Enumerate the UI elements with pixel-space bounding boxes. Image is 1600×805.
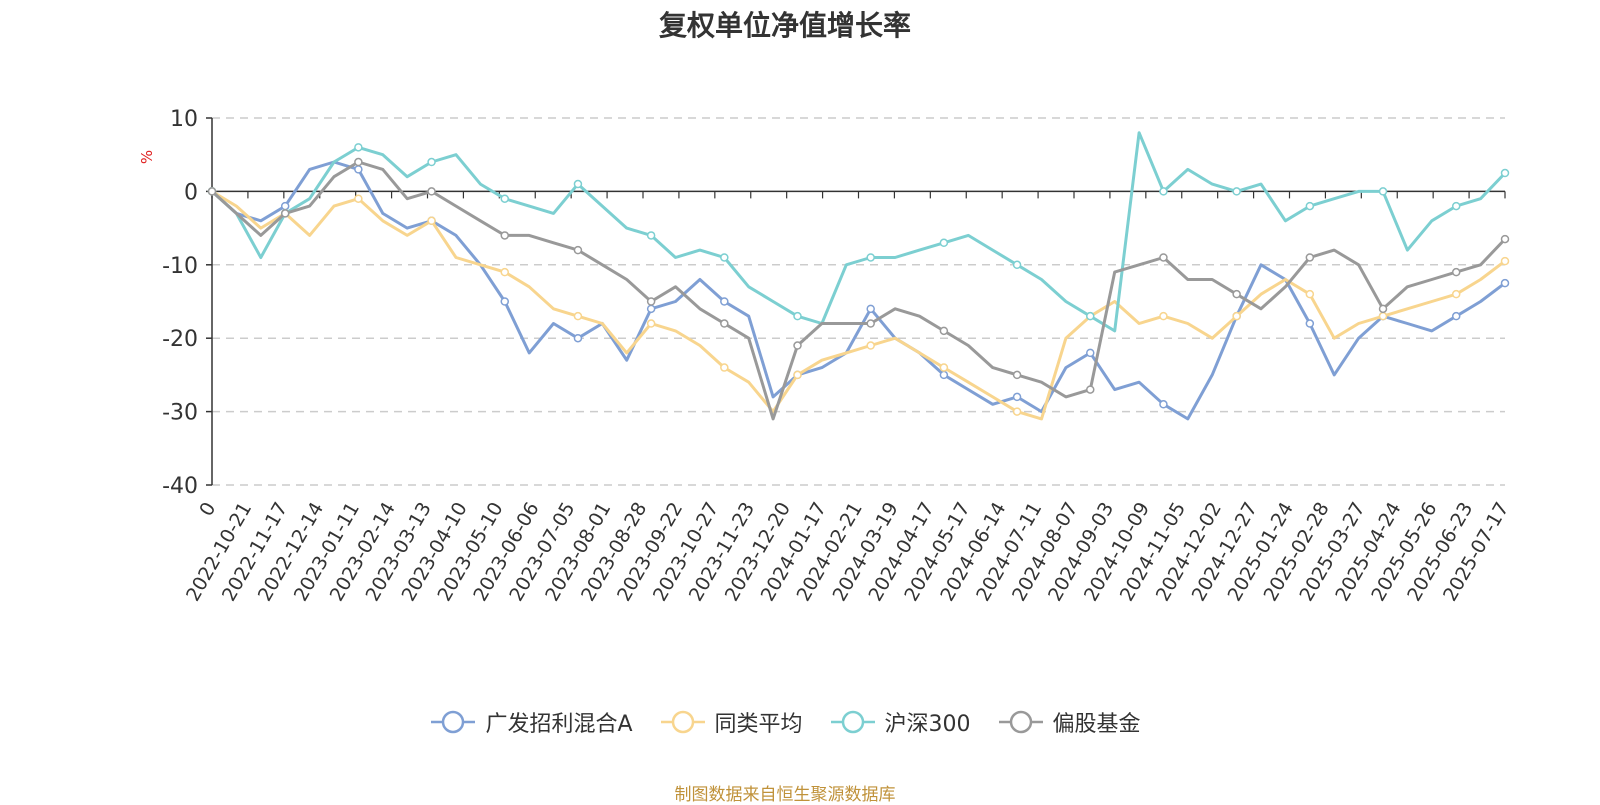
data-point (793, 341, 802, 350)
data-point (1305, 201, 1315, 211)
data-point (427, 216, 436, 226)
data-point (1086, 348, 1095, 358)
data-point (1159, 187, 1168, 196)
legend-label: 沪深300 (884, 712, 971, 737)
data-point (280, 201, 290, 211)
grid-layer (212, 117, 1505, 486)
data-point (354, 143, 363, 152)
data-point (1232, 187, 1241, 196)
y-tick-label: -40 (162, 474, 198, 499)
data-point (1500, 256, 1510, 266)
data-point (939, 370, 949, 380)
legend-item-2[interactable]: 沪深300 (829, 706, 971, 738)
data-point (1451, 311, 1461, 321)
data-point (1086, 385, 1095, 394)
data-point (646, 231, 656, 240)
data-point (646, 304, 656, 314)
data-point (573, 245, 583, 255)
data-point (720, 363, 729, 372)
data-point (793, 370, 802, 380)
data-point (1159, 311, 1168, 321)
data-point (573, 311, 583, 321)
data-point (720, 253, 729, 262)
data-point (573, 333, 583, 343)
legend-circle (1009, 710, 1032, 734)
legend-circle (671, 710, 694, 734)
y-tick-label: 0 (184, 180, 198, 205)
data-point (427, 187, 436, 196)
line-chart: 100-10-20-30-4002022-10-212022-11-172022… (138, 107, 1513, 605)
data-point (866, 304, 875, 314)
data-point (939, 238, 949, 248)
legend-marker-icon (431, 710, 476, 734)
data-point (354, 165, 363, 174)
legend: 广发招利混合A 同类平均 沪深300 偏股基金 (0, 706, 1570, 738)
x-tick-label: 0 (195, 499, 220, 520)
data-point (793, 311, 802, 321)
data-point (646, 297, 656, 306)
series-line-2 (210, 131, 1507, 333)
data-point (1012, 260, 1022, 270)
data-point (939, 326, 949, 336)
chart-title: 复权单位净值增长率 (658, 9, 911, 42)
data-point (500, 194, 510, 203)
data-point (1378, 304, 1388, 314)
legend-item-3[interactable]: 偏股基金 (997, 706, 1141, 738)
y-tick-label: -30 (162, 401, 198, 426)
data-point (866, 253, 875, 262)
data-point (427, 157, 436, 167)
legend-circle (442, 710, 465, 734)
data-point (1451, 201, 1461, 211)
data-point (354, 194, 363, 203)
data-point (1305, 319, 1315, 328)
data-point (1159, 253, 1168, 262)
data-point (1500, 278, 1510, 288)
data-point (1012, 370, 1022, 380)
data-point (1305, 253, 1315, 262)
legend-circle (841, 710, 864, 734)
legend-marker-icon (660, 710, 705, 734)
data-point (866, 319, 875, 328)
data-point (1500, 234, 1510, 244)
data-point (866, 341, 875, 350)
y-tick-label: 10 (170, 107, 198, 132)
y-tick-label: -20 (162, 327, 198, 352)
data-point (1012, 392, 1022, 402)
data-point (573, 179, 583, 189)
y-axis-label: % (138, 150, 156, 164)
data-point (1305, 289, 1315, 299)
y-tick-label: -10 (162, 254, 198, 279)
data-point (500, 267, 510, 277)
legend-label: 同类平均 (714, 712, 803, 737)
source-note: 制图数据来自恒生聚源数据库 (674, 785, 896, 805)
data-point (1451, 267, 1461, 277)
data-point (1012, 407, 1022, 416)
series-line-1 (211, 190, 1506, 421)
data-point (280, 209, 290, 218)
series-layer (207, 131, 1510, 421)
data-point (720, 319, 729, 328)
legend-label: 广发招利混合A (485, 712, 633, 737)
legend-label: 偏股基金 (1052, 712, 1141, 737)
data-point (1451, 289, 1461, 299)
data-point (207, 187, 217, 196)
data-point (500, 231, 510, 240)
data-point (1086, 311, 1095, 321)
legend-item-1[interactable]: 同类平均 (659, 706, 803, 738)
legend-item-0[interactable]: 广发招利混合A (429, 706, 633, 738)
legend-marker-icon (998, 710, 1043, 734)
data-point (1159, 400, 1168, 409)
data-point (1378, 187, 1388, 196)
data-point (354, 157, 363, 167)
data-point (1232, 311, 1241, 321)
data-point (1500, 168, 1510, 178)
data-point (500, 297, 510, 306)
legend-marker-icon (830, 710, 875, 734)
data-point (1378, 311, 1388, 321)
data-point (1232, 289, 1241, 299)
data-point (939, 363, 949, 372)
data-point (646, 319, 656, 328)
data-point (720, 297, 729, 306)
